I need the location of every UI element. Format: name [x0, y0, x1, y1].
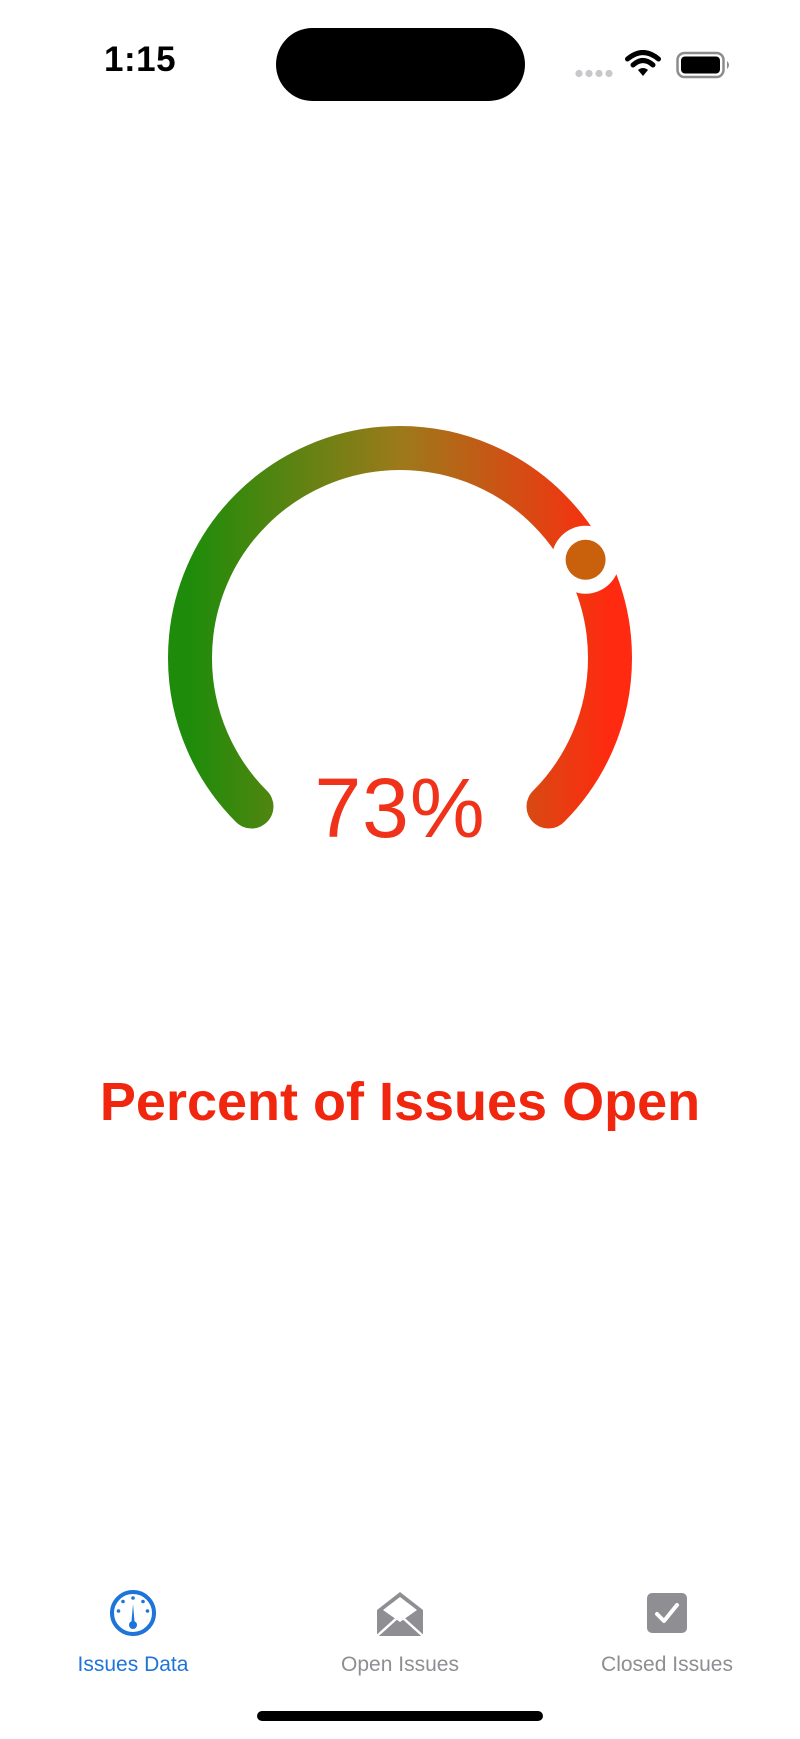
tab-label: Issues Data — [77, 1653, 189, 1676]
envelope-open-icon — [376, 1592, 424, 1637]
checkmark-square-icon — [647, 1593, 687, 1633]
tab-issues-data[interactable]: Issues Data — [0, 1570, 266, 1690]
wifi-icon — [625, 50, 661, 76]
home-indicator — [257, 1711, 543, 1721]
status-bar: 1:15 — [0, 0, 800, 130]
gauge-indicator-dot — [565, 539, 606, 580]
tab-label: Open Issues — [341, 1653, 459, 1676]
battery-icon — [676, 51, 729, 79]
gauge-title: Percent of Issues Open — [99, 1072, 701, 1132]
gauge-track — [168, 426, 632, 829]
tab-bar: Issues Data Open Issues Closed Issues — [0, 1570, 800, 1739]
dynamic-island — [276, 28, 525, 101]
tab-closed-issues[interactable]: Closed Issues — [534, 1570, 800, 1690]
gauge-icon — [110, 1590, 156, 1636]
gauge-value: 73% — [314, 761, 486, 855]
status-time: 1:15 — [104, 40, 177, 79]
tab-label: Closed Issues — [601, 1653, 733, 1676]
cellular-signal-icon — [575, 69, 613, 78]
tab-open-issues[interactable]: Open Issues — [267, 1570, 533, 1690]
